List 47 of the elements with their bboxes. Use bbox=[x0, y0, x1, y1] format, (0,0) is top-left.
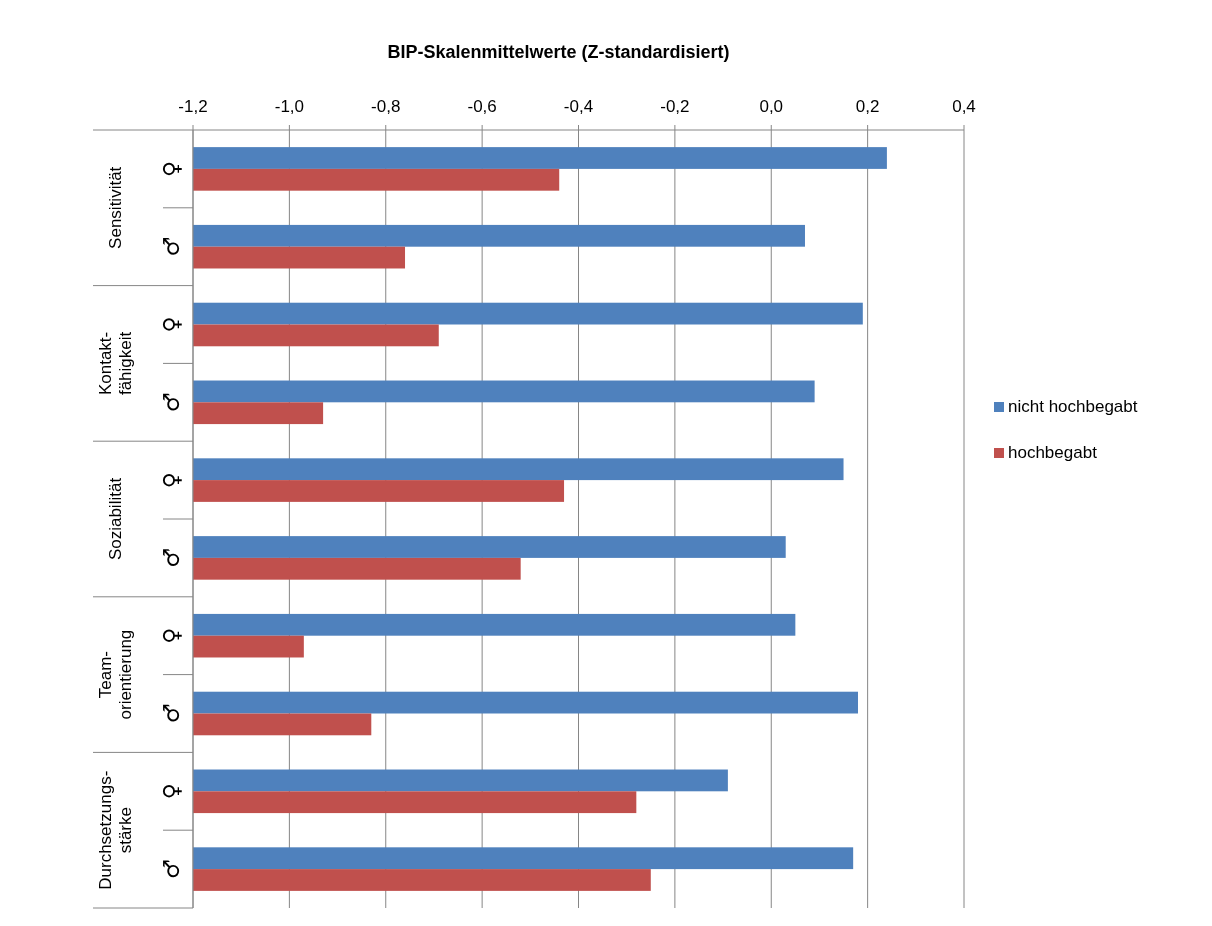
bar bbox=[193, 769, 728, 792]
y-tick-label: ♂ bbox=[158, 703, 184, 724]
y-tick-label: ♀ bbox=[158, 783, 184, 800]
bar bbox=[193, 147, 887, 169]
bar bbox=[193, 458, 844, 481]
bar bbox=[193, 691, 858, 714]
x-tick-label: -0,2 bbox=[660, 97, 690, 116]
chart-title: BIP-Skalenmittelwerte (Z-standardisiert) bbox=[387, 42, 730, 62]
x-tick-label: -0,6 bbox=[467, 97, 497, 116]
y-tick-label: ♂ bbox=[158, 236, 184, 257]
y-tick-label: ♂ bbox=[158, 859, 184, 879]
bar bbox=[193, 480, 565, 502]
bar bbox=[193, 302, 863, 325]
bar bbox=[193, 791, 637, 814]
text: Sensitivität bbox=[106, 166, 125, 249]
x-tick-label: -1,0 bbox=[274, 97, 305, 116]
bar bbox=[193, 536, 786, 558]
y-tick-label: ♂ bbox=[158, 392, 184, 413]
bar bbox=[193, 324, 439, 347]
x-tick-label: 0,0 bbox=[759, 97, 784, 116]
bar bbox=[193, 847, 854, 870]
bar bbox=[193, 635, 304, 658]
bar bbox=[193, 402, 324, 425]
y-tick-label: ♀ bbox=[158, 316, 184, 333]
text: Team- orientierung bbox=[96, 629, 135, 720]
legend-label: nicht hochbegabt bbox=[1008, 397, 1138, 416]
bar bbox=[193, 380, 815, 403]
x-tick-label: -1,2 bbox=[178, 97, 208, 116]
bar bbox=[193, 246, 406, 269]
x-tick-label: 0,4 bbox=[952, 97, 976, 116]
x-tick-label: 0,2 bbox=[855, 97, 880, 116]
y-tick-label: ♀ bbox=[158, 160, 184, 177]
y-tick-label: ♀ bbox=[158, 627, 184, 644]
bar bbox=[193, 557, 521, 580]
bar bbox=[193, 168, 560, 191]
y-tick-label: ♀ bbox=[158, 472, 184, 489]
legend-label: hochbegabt bbox=[1008, 443, 1098, 462]
x-tick-label: -0,8 bbox=[371, 97, 401, 116]
text: Durchsetzungs- stärke bbox=[96, 770, 135, 890]
text: Kontakt- fähigkeit bbox=[96, 331, 135, 396]
bar bbox=[193, 713, 372, 736]
x-tick-label: -0,4 bbox=[563, 97, 594, 116]
text: Soziabilität bbox=[106, 477, 125, 561]
bar bbox=[193, 869, 651, 891]
bar bbox=[193, 613, 796, 636]
bar bbox=[193, 224, 805, 247]
y-tick-label: ♂ bbox=[158, 548, 184, 568]
